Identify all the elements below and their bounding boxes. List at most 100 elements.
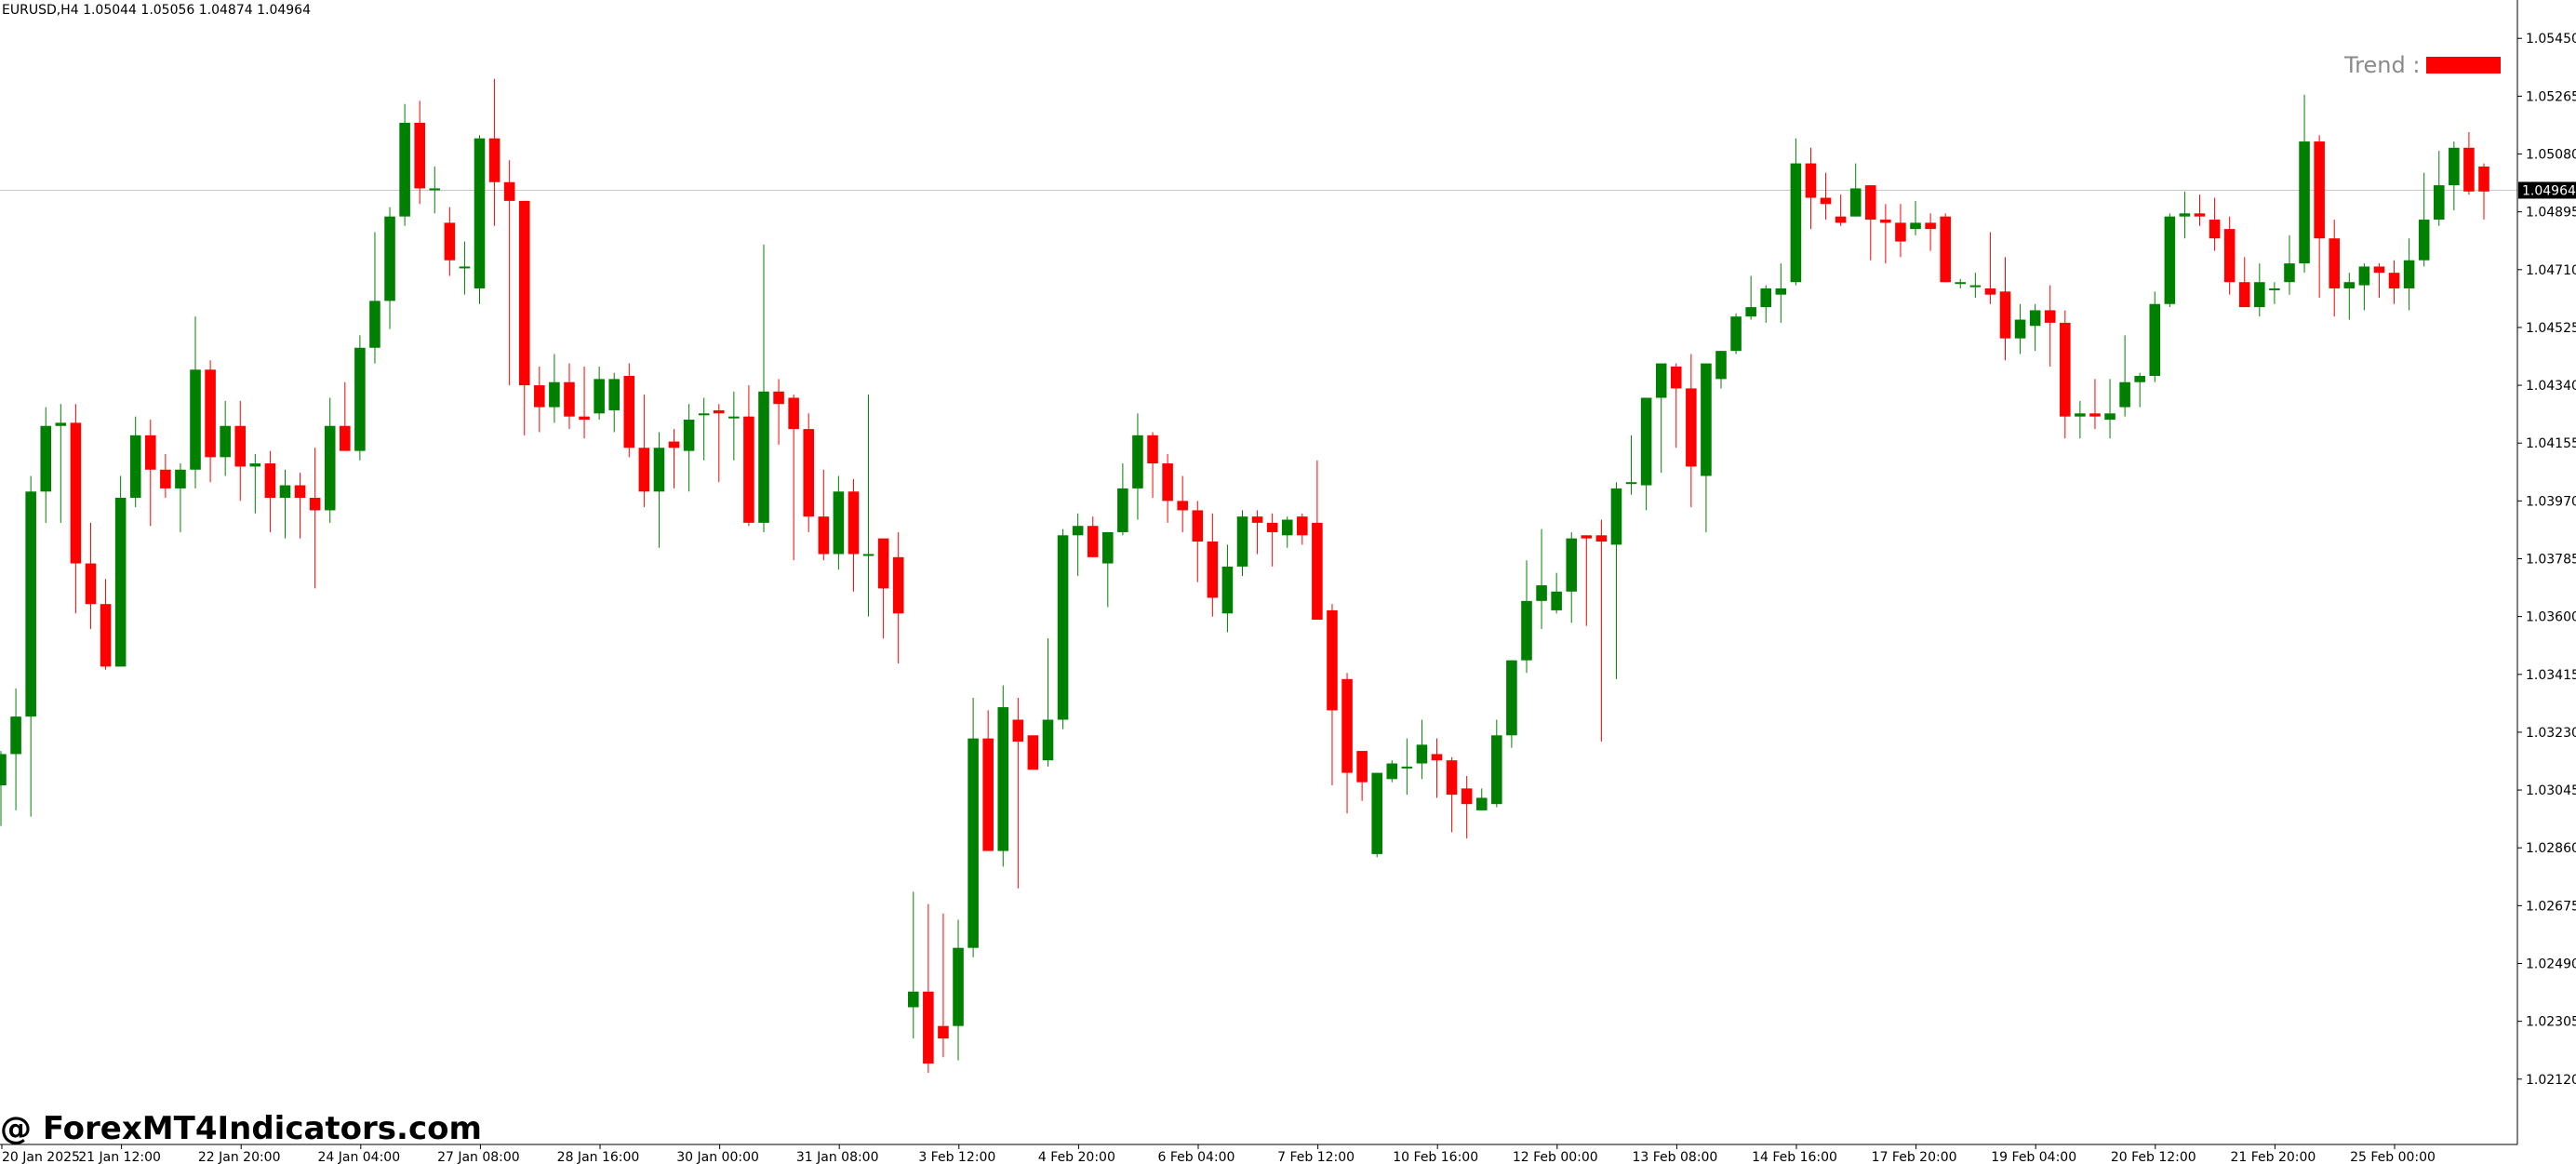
candle xyxy=(1730,313,1742,355)
time-tick-label: 22 Jan 20:00 xyxy=(198,1150,281,1164)
bullish-candle-body xyxy=(2029,310,2041,327)
candle xyxy=(294,473,306,539)
bearish-candle-body xyxy=(1297,516,1308,536)
bullish-candle-body xyxy=(1475,797,1488,810)
candle xyxy=(384,207,395,329)
price-tick-label: 1.03045 xyxy=(2526,783,2576,798)
candle xyxy=(518,200,530,435)
candle xyxy=(1266,513,1278,567)
candle xyxy=(833,475,845,570)
bearish-candle-body xyxy=(668,441,680,448)
bearish-candle-body xyxy=(1581,535,1593,539)
bullish-candle-body xyxy=(1521,600,1532,661)
time-tick-label: 31 Jan 08:00 xyxy=(796,1150,879,1164)
bullish-candle-body xyxy=(1969,285,1982,288)
bullish-candle-body xyxy=(459,266,471,269)
candle xyxy=(190,316,201,488)
candle xyxy=(1072,513,1084,576)
bullish-candle-body xyxy=(608,379,620,410)
candle xyxy=(728,391,740,461)
candle xyxy=(55,404,67,523)
bearish-candle-body xyxy=(2223,229,2236,283)
bearish-candle-body xyxy=(2388,273,2400,288)
bullish-candle-body xyxy=(594,379,605,414)
bearish-candle-body xyxy=(1312,522,1323,620)
price-tick-label: 1.04525 xyxy=(2526,321,2576,336)
time-tick-label: 24 Jan 04:00 xyxy=(317,1150,400,1164)
candle xyxy=(2014,303,2026,355)
bullish-candle-body xyxy=(175,469,186,488)
bearish-candle-body xyxy=(1356,751,1368,783)
time-tick-label: 28 Jan 16:00 xyxy=(557,1150,640,1164)
candle xyxy=(1207,513,1219,617)
time-tick-label: 3 Feb 12:00 xyxy=(918,1150,995,1164)
bearish-candle-body xyxy=(534,385,545,408)
candle xyxy=(968,697,979,957)
price-tick-label: 1.02490 xyxy=(2526,957,2576,971)
candle xyxy=(2194,194,2206,226)
candle xyxy=(2164,213,2176,308)
price-tick-label: 1.03785 xyxy=(2526,553,2576,568)
bearish-candle-body xyxy=(1446,760,1458,796)
bullish-candle-body xyxy=(55,422,67,426)
candle xyxy=(953,919,964,1061)
bullish-candle-body xyxy=(2075,413,2086,417)
time-tick-label: 25 Feb 00:00 xyxy=(2350,1150,2436,1164)
candle xyxy=(1281,516,1293,548)
symbol-info: EURUSD,H4 1.05044 1.05056 1.04874 1.0496… xyxy=(2,3,311,18)
bullish-candle-body xyxy=(1551,591,1562,610)
candle xyxy=(862,395,874,617)
price-tick-label: 1.02860 xyxy=(2526,841,2576,856)
bearish-candle-body xyxy=(1670,366,1682,389)
candle xyxy=(1581,535,1593,626)
bearish-candle-body xyxy=(1147,435,1158,464)
candle xyxy=(2179,191,2191,239)
bearish-candle-body xyxy=(2314,141,2325,239)
candle xyxy=(1416,719,1428,780)
bearish-candle-body xyxy=(488,138,501,182)
bearish-candle-body xyxy=(70,422,82,564)
bearish-candle-body xyxy=(2463,147,2475,192)
axes xyxy=(0,0,2518,1145)
candle xyxy=(1760,285,1772,323)
candle xyxy=(2358,263,2370,311)
candle xyxy=(1251,510,1263,555)
candle xyxy=(743,385,754,527)
candle xyxy=(2403,238,2415,311)
candle xyxy=(1849,163,1862,217)
candle xyxy=(549,354,560,423)
candle xyxy=(1162,453,1173,523)
candle xyxy=(2060,310,2071,439)
bullish-candle-body xyxy=(2418,220,2430,261)
candle xyxy=(713,404,725,483)
bearish-candle-body xyxy=(1341,678,1353,773)
candle xyxy=(758,244,769,532)
bullish-candle-body xyxy=(1132,435,1143,488)
bullish-candle-body xyxy=(384,216,395,301)
candle xyxy=(2269,282,2280,304)
bullish-candle-body xyxy=(653,448,665,492)
candle xyxy=(2075,400,2086,439)
candle xyxy=(414,100,425,205)
candle xyxy=(2373,263,2385,299)
candle xyxy=(10,688,21,810)
candle xyxy=(1297,513,1308,545)
candle xyxy=(1147,432,1158,498)
bearish-candle-body xyxy=(2194,213,2206,217)
bullish-candle-body xyxy=(1371,772,1382,854)
bearish-candle-body xyxy=(294,485,306,498)
bearish-candle-body xyxy=(1925,222,1936,230)
time-tick-label: 20 Feb 12:00 xyxy=(2111,1150,2196,1164)
bearish-candle-body xyxy=(144,435,156,470)
current-price-tag: 1.04964 xyxy=(2518,181,2576,199)
bullish-candle-body xyxy=(758,391,769,523)
candle xyxy=(2029,303,2041,352)
bullish-candle-body xyxy=(698,413,710,416)
candle xyxy=(2238,257,2250,308)
candle xyxy=(2089,379,2101,430)
candle xyxy=(1312,460,1323,620)
candle xyxy=(818,469,830,561)
candle xyxy=(114,475,127,667)
current-price-tag-bg xyxy=(2518,181,2576,199)
